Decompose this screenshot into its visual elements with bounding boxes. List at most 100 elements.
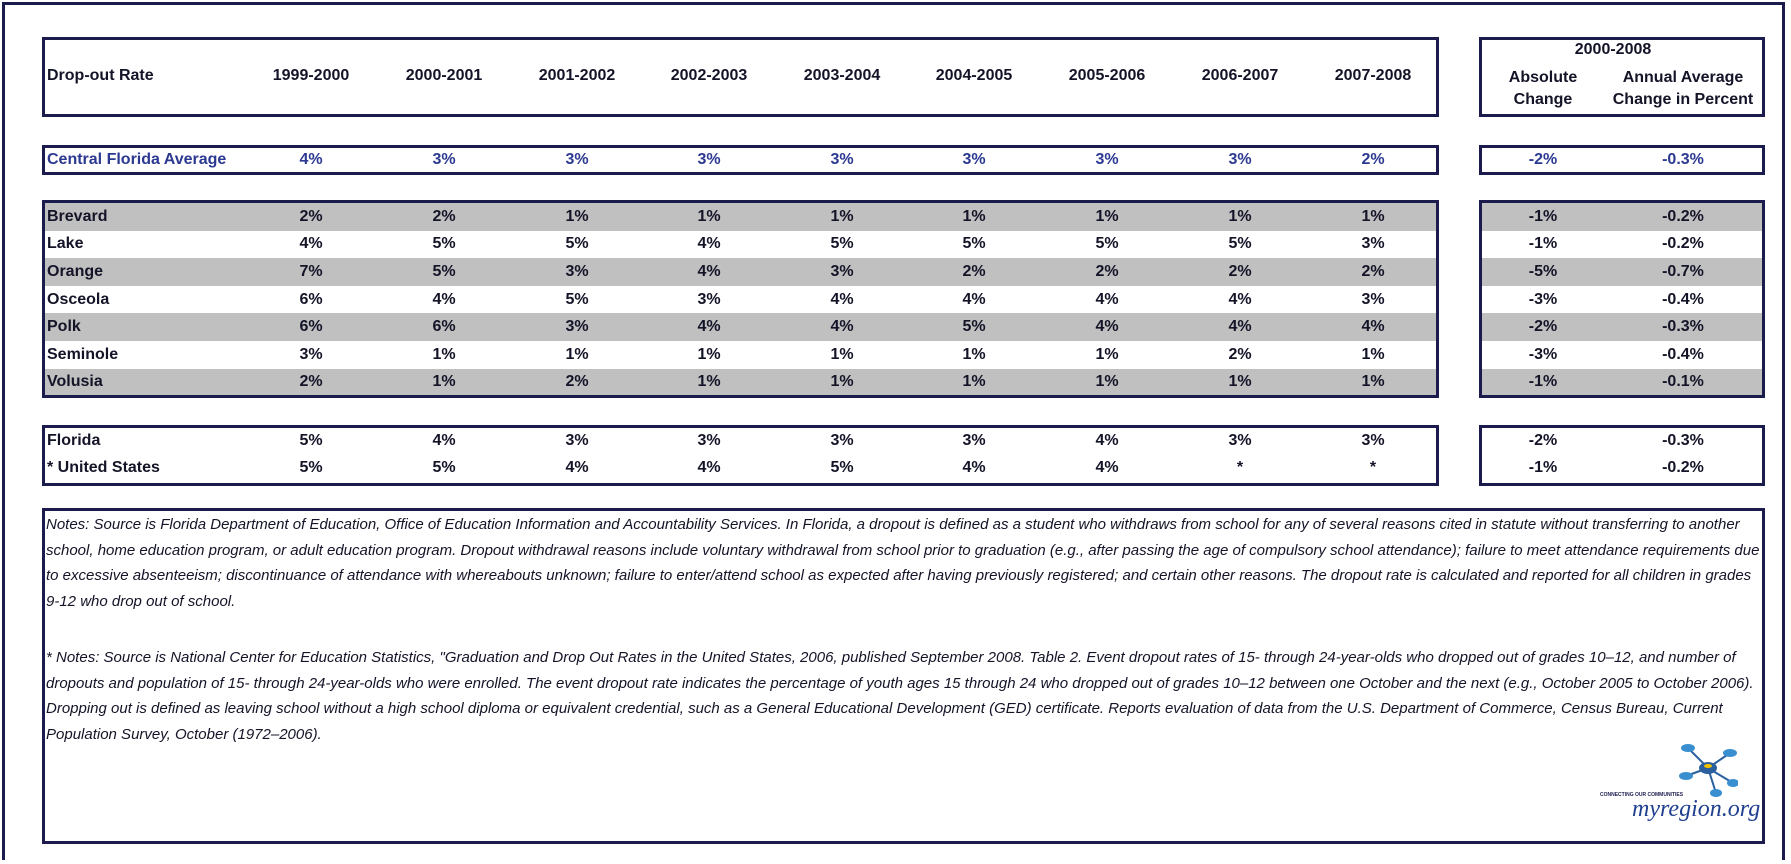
header-period: 2005-2006 [1068,67,1146,84]
header-period: 2001-2002 [538,67,616,84]
row-absolute: -2% [1528,432,1558,450]
row-value: 1% [830,345,854,363]
row-absolute: -1% [1528,235,1558,253]
header-period: 2004-2005 [935,67,1013,84]
row-average: -0.2% [1662,458,1704,476]
row-value: 4% [697,458,721,476]
row-average: -0.2% [1662,207,1704,225]
row-average: -0.4% [1662,290,1704,308]
row-value: 3% [697,432,721,450]
row-value: 4% [830,318,854,336]
row-value: 4% [299,235,323,253]
row-value: 4% [697,318,721,336]
row-name: Brevard [47,207,108,225]
row-value: * [1369,458,1377,476]
row-shade [45,258,1436,286]
row-absolute: -1% [1528,373,1558,391]
row-name: Orange [47,263,104,280]
row-value: 6% [432,318,456,336]
row-shade [45,313,1436,341]
row-average: -0.3% [1662,432,1704,450]
row-value: 4% [565,458,589,476]
left-box [42,200,1439,398]
row-value: 3% [299,345,323,363]
row-value: 5% [962,318,986,336]
row-value: 5% [432,263,456,280]
row-value: 5% [432,458,456,476]
row-value: 1% [1095,207,1119,225]
row-value: 5% [830,235,854,253]
row-value: 3% [1228,151,1252,168]
row-value: 2% [1228,263,1252,280]
row-value: 5% [962,235,986,253]
row-value: 5% [565,290,589,308]
row-average: -0.3% [1662,318,1704,336]
row-average: -0.1% [1662,373,1704,391]
logo-icon [1679,744,1738,797]
notes-box [42,508,1765,844]
row-name: Volusia [47,373,103,391]
row-value: 3% [1228,432,1252,450]
row-value: 4% [1095,432,1119,450]
row-absolute: -2% [1528,151,1558,168]
row-absolute: -2% [1528,318,1558,336]
row-value: 3% [1361,235,1385,253]
row-value: 1% [962,345,986,363]
row-value: 1% [697,345,721,363]
row-value: 5% [565,235,589,253]
row-value: 1% [1361,345,1385,363]
row-value: 4% [1095,458,1119,476]
header-period: 2002-2003 [670,67,748,84]
row-value: 3% [697,151,721,168]
row-value: 4% [830,290,854,308]
logo-tagline: CONNECTING OUR COMMUNITIES [1600,792,1684,798]
row-value: 4% [1228,290,1252,308]
row-name: Lake [47,235,84,253]
row-value: 1% [1361,373,1385,391]
row-value: 1% [565,345,589,363]
row-value: 3% [565,318,589,336]
row-value: 4% [962,290,986,308]
row-value: 1% [1095,345,1119,363]
row-value: 5% [432,235,456,253]
header-period: 2006-2007 [1201,67,1279,84]
row-value: 3% [1095,151,1119,168]
left-box [42,425,1439,486]
row-value: 2% [962,263,986,280]
row-value: 2% [432,207,456,225]
row-value: 3% [697,290,721,308]
row-value: 1% [432,345,456,363]
row-shade [45,203,1436,231]
row-value: 3% [565,263,589,280]
row-value: 1% [1361,207,1385,225]
row-value: 1% [432,373,456,391]
header-period: 2007-2008 [1334,67,1412,84]
right-box [1479,425,1765,486]
row-absolute: -1% [1528,207,1558,225]
row-value: 1% [1228,207,1252,225]
row-absolute: -3% [1528,345,1558,363]
row-value: 1% [697,373,721,391]
row-value: 3% [830,432,854,450]
left-box [42,37,1439,117]
left-box [42,145,1439,175]
row-value: 2% [565,373,589,391]
row-average: -0.7% [1662,263,1704,280]
row-value: 2% [1228,345,1252,363]
row-value: 2% [299,373,323,391]
row-value: * [1236,458,1244,476]
row-shade [1482,203,1762,231]
row-value: 1% [1095,373,1119,391]
row-absolute: -1% [1528,458,1558,476]
row-value: 5% [299,458,323,476]
row-value: 5% [830,458,854,476]
row-value: 1% [565,207,589,225]
right-box [1479,37,1765,117]
row-value: 1% [697,207,721,225]
row-value: 4% [432,432,456,450]
right-box [1479,145,1765,175]
row-name: * United States [47,458,160,476]
row-average: -0.3% [1662,151,1704,168]
